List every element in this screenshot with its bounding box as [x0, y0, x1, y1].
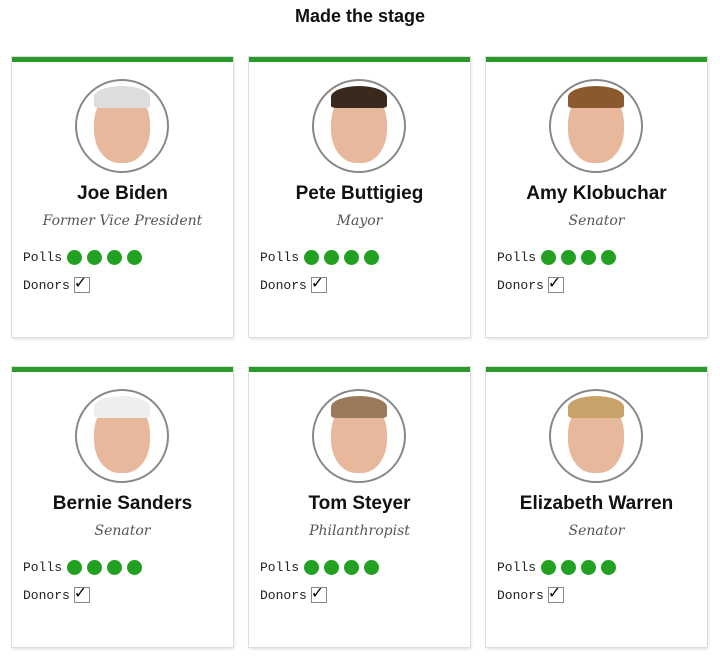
candidate-role: Mayor — [336, 213, 383, 229]
donors-row: Donors ✓ — [23, 275, 90, 293]
poll-dot — [67, 250, 83, 265]
poll-dot — [601, 560, 617, 575]
polls-label: Polls — [260, 250, 300, 265]
poll-dot — [344, 250, 360, 265]
donors-row: Donors ✓ — [260, 585, 327, 603]
polls-row: Polls — [260, 250, 380, 265]
donors-label: Donors — [23, 277, 70, 293]
donors-row: Donors ✓ — [497, 585, 564, 603]
checkmark-icon: ✓ — [310, 585, 327, 603]
candidate-role: Senator — [94, 523, 151, 539]
candidate-photo — [312, 79, 406, 173]
poll-dot — [561, 250, 577, 265]
candidate-card: Tom Steyer Philanthropist Polls Donors ✓ — [249, 367, 470, 647]
poll-dot — [541, 250, 557, 265]
donors-label: Donors — [23, 587, 70, 603]
poll-dot — [541, 560, 557, 575]
poll-dot — [344, 560, 360, 575]
candidate-name: Bernie Sanders — [52, 493, 193, 514]
candidate-name: Pete Buttigieg — [295, 183, 424, 204]
polls-label: Polls — [23, 560, 63, 575]
polls-row: Polls — [497, 250, 617, 265]
checkmark-icon: ✓ — [310, 275, 327, 293]
donors-label: Donors — [260, 277, 307, 293]
polls-row: Polls — [23, 250, 143, 265]
poll-dot — [581, 560, 597, 575]
section-title: Made the stage — [294, 6, 426, 26]
donors-label: Donors — [497, 587, 544, 603]
poll-dot — [324, 250, 340, 265]
candidate-role: Philanthropist — [309, 523, 410, 539]
poll-dot — [87, 560, 103, 575]
checkmark-icon: ✓ — [73, 275, 90, 293]
checkmark-icon: ✓ — [547, 275, 564, 293]
candidate-name: Amy Klobuchar — [526, 183, 667, 204]
candidate-role: Former Vice President — [42, 213, 203, 229]
candidate-name: Joe Biden — [77, 183, 168, 204]
candidate-photo — [312, 389, 406, 483]
candidate-card: Joe Biden Former Vice President Polls Do… — [12, 57, 233, 337]
donors-row: Donors ✓ — [260, 275, 327, 293]
donors-label: Donors — [260, 587, 307, 603]
poll-dot — [561, 560, 577, 575]
checkmark-icon: ✓ — [73, 585, 90, 603]
polls-label: Polls — [497, 250, 537, 265]
poll-dot — [324, 560, 340, 575]
candidate-photo — [75, 79, 169, 173]
poll-dot — [127, 560, 143, 575]
candidate-role: Senator — [568, 213, 625, 229]
candidate-card: Elizabeth Warren Senator Polls Donors ✓ — [486, 367, 707, 647]
poll-dot — [304, 560, 320, 575]
poll-dot — [601, 250, 617, 265]
polls-label: Polls — [260, 560, 300, 575]
poll-dot — [107, 250, 123, 265]
polls-label: Polls — [23, 250, 63, 265]
candidate-card: Pete Buttigieg Mayor Polls Donors ✓ — [249, 57, 470, 337]
poll-dot — [364, 560, 380, 575]
candidate-role: Senator — [568, 523, 625, 539]
poll-dot — [67, 560, 83, 575]
poll-dot — [107, 560, 123, 575]
poll-dot — [581, 250, 597, 265]
donors-label: Donors — [497, 277, 544, 293]
checkmark-icon: ✓ — [547, 585, 564, 603]
polls-label: Polls — [497, 560, 537, 575]
polls-row: Polls — [497, 560, 617, 575]
donors-row: Donors ✓ — [23, 585, 90, 603]
candidate-name: Elizabeth Warren — [519, 493, 674, 514]
poll-dot — [304, 250, 320, 265]
poll-dot — [364, 250, 380, 265]
candidate-name: Tom Steyer — [308, 493, 411, 514]
candidate-card: Bernie Sanders Senator Polls Donors ✓ — [12, 367, 233, 647]
candidate-photo — [549, 389, 643, 483]
poll-dot — [127, 250, 143, 265]
polls-row: Polls — [260, 560, 380, 575]
poll-dot — [87, 250, 103, 265]
candidate-card: Amy Klobuchar Senator Polls Donors ✓ — [486, 57, 707, 337]
polls-row: Polls — [23, 560, 143, 575]
donors-row: Donors ✓ — [497, 275, 564, 293]
candidate-photo — [549, 79, 643, 173]
candidate-photo — [75, 389, 169, 483]
